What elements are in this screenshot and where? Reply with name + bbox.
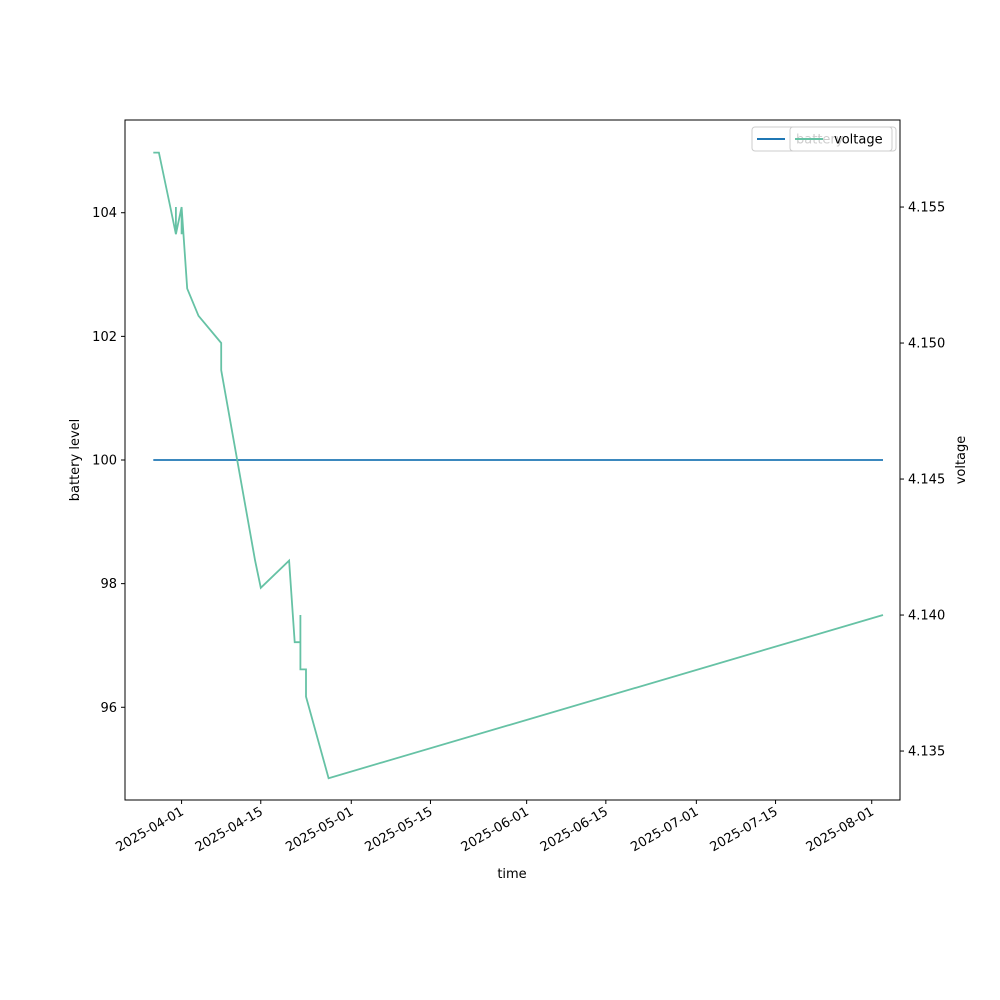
legend-voltage-label: voltage [834, 133, 883, 148]
y-left-tick-label: 102 [92, 330, 117, 345]
y-left-axis-label: battery level [68, 419, 83, 502]
y-right-tick-label: 4.150 [908, 337, 945, 352]
y-left-tick-label: 98 [100, 577, 117, 592]
y-left-tick-label: 100 [92, 454, 117, 469]
x-axis-label: time [497, 867, 526, 882]
y-right-tick-label: 4.140 [908, 609, 945, 624]
y-right-axis: 4.135 4.140 4.145 4.150 4.155 [900, 201, 945, 760]
y-left-axis: 96 98 100 102 104 [92, 206, 125, 716]
legend-voltage-box [789, 126, 893, 152]
legend-voltage: voltage [789, 126, 893, 152]
series-layer [153, 151, 884, 780]
y-right-axis-label: voltage [954, 436, 969, 485]
y-right-tick-label: 4.155 [908, 201, 945, 216]
y-left-tick-label: 96 [100, 701, 117, 716]
y-right-tick-label: 4.135 [908, 745, 945, 760]
y-left-tick-label: 104 [92, 206, 117, 221]
series-line-voltage [153, 151, 884, 780]
y-right-tick-label: 4.145 [908, 473, 945, 488]
